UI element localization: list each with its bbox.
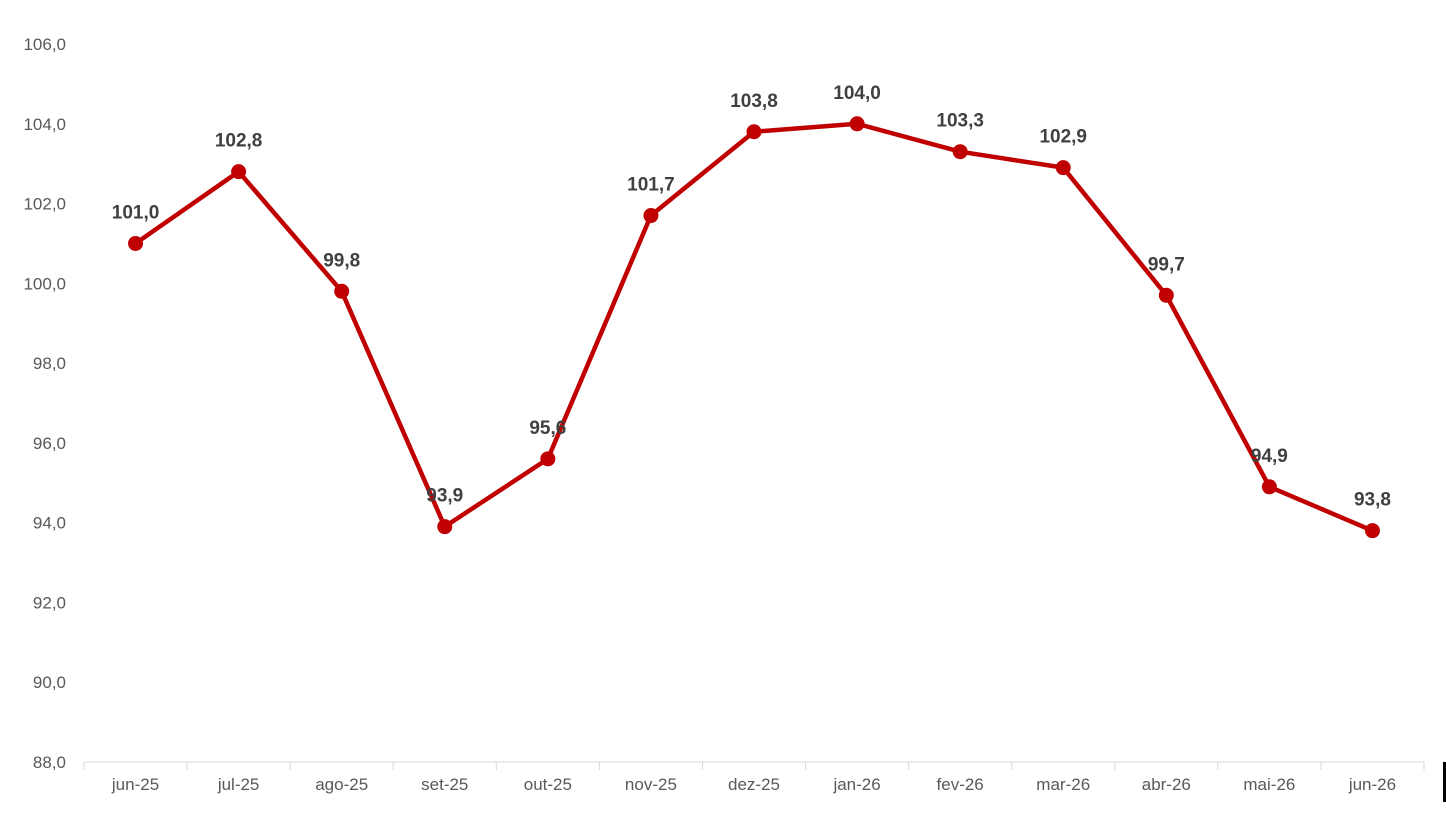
data-label: 101,7	[627, 175, 675, 196]
y-axis-ticks: 88,0 90,0 92,0 94,0 96,0 98,0 100,0 102,0 104,0 1…	[23, 35, 66, 772]
data-label: 103,8	[730, 91, 778, 112]
x-tick-label: mar-26	[1036, 775, 1090, 794]
y-tick-label: 98,0	[33, 354, 66, 373]
y-tick-label: 96,0	[33, 434, 66, 453]
x-tick-label: set-25	[421, 775, 468, 794]
y-tick-label: 88,0	[33, 753, 66, 772]
data-label: 102,9	[1039, 127, 1087, 148]
x-tick-label: ago-25	[315, 775, 368, 794]
data-point	[540, 451, 556, 467]
x-tick-label: jun-26	[1348, 775, 1396, 794]
data-point	[746, 124, 762, 140]
data-label: 101,0	[112, 202, 160, 223]
x-axis: jun-25 jul-25 ago-25 set-25 out-25 nov-25 dez-…	[83, 761, 1425, 794]
edge-marker	[1443, 762, 1446, 802]
x-tick-label: mai-26	[1243, 775, 1295, 794]
x-tick-label: abr-26	[1142, 775, 1191, 794]
data-label: 103,3	[936, 111, 984, 132]
data-label: 99,7	[1148, 254, 1185, 275]
x-tick-label: out-25	[524, 775, 572, 794]
data-point	[1364, 523, 1380, 539]
y-tick-label: 94,0	[33, 514, 66, 533]
data-labels: 101,0 102,8 99,8 93,9 95,6 101,7 103,8 104,0 103…	[112, 83, 1391, 511]
data-point	[1158, 287, 1174, 303]
x-tick-label: jan-26	[832, 775, 880, 794]
data-label: 93,8	[1354, 490, 1391, 511]
data-point	[643, 208, 659, 224]
x-tick-label: jun-25	[111, 775, 159, 794]
data-label: 99,8	[323, 250, 360, 271]
data-point	[334, 283, 350, 299]
series-layer	[128, 116, 1380, 539]
data-label: 94,9	[1251, 446, 1288, 467]
y-tick-label: 90,0	[33, 673, 66, 692]
data-label: 102,8	[215, 131, 263, 152]
series-line	[133, 121, 1375, 533]
data-point	[128, 235, 144, 251]
y-tick-label: 92,0	[33, 593, 66, 612]
data-point	[1261, 479, 1277, 495]
y-tick-label: 106,0	[23, 35, 66, 54]
data-label: 95,6	[529, 418, 566, 439]
data-point	[437, 519, 453, 535]
data-point	[231, 164, 247, 180]
data-label: 93,9	[426, 486, 463, 507]
x-tick-label: dez-25	[728, 775, 780, 794]
x-tick-label: jul-25	[217, 775, 260, 794]
x-tick-label: fev-26	[937, 775, 984, 794]
data-label: 104,0	[833, 83, 881, 104]
data-point	[952, 144, 968, 160]
y-tick-label: 100,0	[23, 274, 66, 293]
y-tick-label: 102,0	[23, 195, 66, 214]
y-tick-label: 104,0	[23, 115, 66, 134]
x-tick-label: nov-25	[625, 775, 677, 794]
data-point	[849, 116, 865, 132]
data-point	[1055, 160, 1071, 176]
